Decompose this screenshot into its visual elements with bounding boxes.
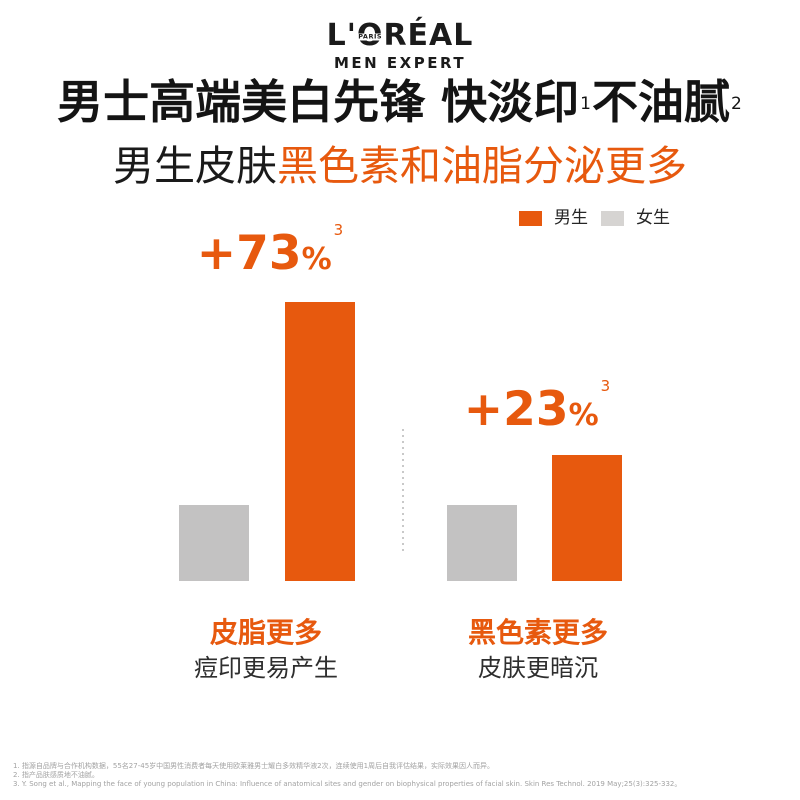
footnote-3: 3. Y. Song et al., Mapping the face of y… <box>13 780 682 788</box>
chart-divider-dotted-line <box>402 429 404 554</box>
delta-footnote-marker-group1: 3 <box>333 221 344 239</box>
men-expert-wordmark: MEN EXPERT <box>333 54 467 72</box>
headline-part2: 不油腻 <box>592 75 730 129</box>
subheadline-black: 男生皮肤 <box>113 142 277 190</box>
delta-unit-group1: % <box>301 242 332 277</box>
loreal-logo: L'OPARISRÉAL MEN EXPERT <box>0 20 800 73</box>
headline-footnote-marker-2: 2 <box>731 94 742 114</box>
group2-title: 黑色素更多 <box>467 616 608 649</box>
legend-male-label: 男生 <box>554 208 588 228</box>
logo-prefix: L' <box>326 18 357 53</box>
bar-group1-female <box>179 505 249 581</box>
logo-o: OPARIS <box>357 20 384 52</box>
legend-female-swatch <box>601 211 624 226</box>
footnote-2: 2. 指产品肤感质地不油腻。 <box>13 771 99 779</box>
logo-suffix: RÉAL <box>383 18 474 53</box>
subheadline: 男生皮肤黑色素和油脂分泌更多 <box>0 138 800 194</box>
logo-paris-label: PARIS <box>357 32 384 41</box>
delta-value-group2: +23 <box>463 382 569 437</box>
delta-label-group1: +73%3 <box>160 221 380 281</box>
chart-legend: 男生 女生 <box>519 210 683 227</box>
headline: 男士高端美白先锋 快淡印1不油腻2 <box>0 70 800 134</box>
delta-value-group1: +73 <box>196 226 302 281</box>
group1-title: 皮脂更多 <box>209 616 322 649</box>
headline-part1: 男士高端美白先锋 快淡印 <box>57 75 580 129</box>
headline-footnote-marker-1: 1 <box>580 94 591 114</box>
delta-label-group2: +23%3 <box>427 377 647 437</box>
group2-subtitle: 皮肤更暗沉 <box>478 654 598 682</box>
legend-male-swatch <box>519 211 542 226</box>
subheadline-orange: 黑色素和油脂分泌更多 <box>277 142 687 190</box>
bar-group1-male <box>285 302 355 581</box>
footnotes: 1. 指源自品牌与合作机构数据，55名27-45岁中国男性消费者每天使用欧莱雅男… <box>13 762 798 789</box>
bar-group2-female <box>447 505 517 581</box>
bar-group2-male <box>552 455 622 581</box>
loreal-wordmark: L'OPARISRÉAL <box>0 20 800 52</box>
group1-subtitle: 痘印更易产生 <box>194 654 338 682</box>
delta-footnote-marker-group2: 3 <box>600 377 611 395</box>
footnote-1: 1. 指源自品牌与合作机构数据，55名27-45岁中国男性消费者每天使用欧莱雅男… <box>13 762 495 770</box>
delta-unit-group2: % <box>568 398 599 433</box>
legend-female-label: 女生 <box>636 208 670 228</box>
